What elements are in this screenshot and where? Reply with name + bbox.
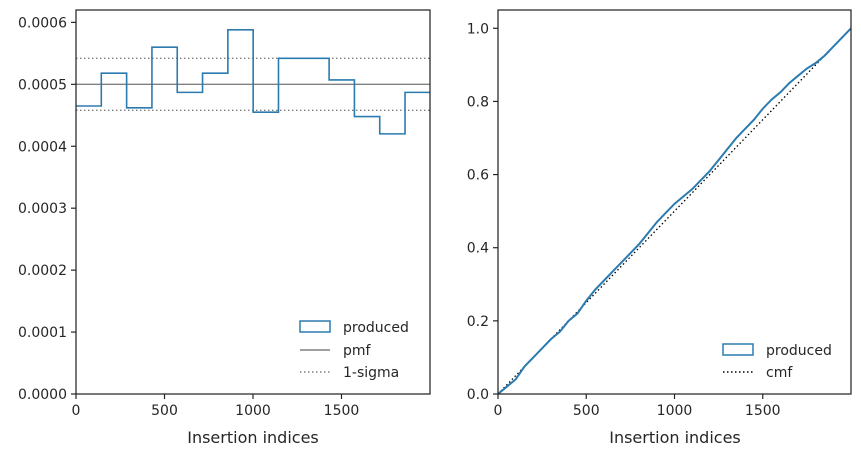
right-plot-area [497,27,852,395]
x-tick-label: 1000 [657,403,693,419]
x-tick-label: 1000 [235,403,271,419]
legend-produced-label: produced [766,343,832,359]
x-tick-label: 1500 [745,403,781,419]
produced-line [497,27,852,395]
left-ticks: 0 500 1000 1500 0.0000 0.0001 0.0002 0.0003 0.00… [18,15,359,419]
x-tick-label: 500 [151,403,178,419]
legend-cmf-label: cmf [766,365,793,381]
x-tick-label: 1500 [324,403,360,419]
left-chart: 0 500 1000 1500 0.0000 0.0001 0.0002 0.0003 0.00… [18,9,431,447]
y-tick-label: 0.0 [467,387,489,403]
left-legend: produced pmf 1-sigma [299,320,409,381]
right-chart: 0 500 1000 1500 0.0 0.2 0.4 0.6 0.8 1.0 Insertion… [467,9,852,447]
produced-step-line [76,29,430,135]
right-xlabel: Insertion indices [609,428,741,447]
y-tick-label: 0.0006 [18,15,67,31]
y-tick-label: 0.0001 [18,325,67,341]
x-tick-label: 0 [494,403,503,419]
y-tick-label: 1.0 [467,21,489,37]
right-ticks: 0 500 1000 1500 0.0 0.2 0.4 0.6 0.8 1.0 [467,21,781,419]
left-xlabel: Insertion indices [187,428,319,447]
legend-sigma-label: 1-sigma [343,365,399,381]
right-legend: produced cmf [722,343,832,381]
legend-produced-label: produced [343,320,409,336]
y-tick-label: 0.0005 [18,77,67,93]
legend-produced-swatch [722,343,754,356]
y-tick-label: 0.6 [467,168,489,184]
x-tick-label: 500 [573,403,600,419]
y-tick-label: 0.2 [467,314,489,330]
right-axes-frame [497,9,852,395]
y-tick-label: 0.0004 [18,139,67,155]
y-tick-label: 0.4 [467,241,489,257]
y-tick-label: 0.8 [467,94,489,110]
y-tick-label: 0.0002 [18,263,67,279]
y-tick-label: 0.0000 [18,387,67,403]
x-tick-label: 0 [72,403,81,419]
legend-produced-swatch [299,320,331,333]
left-plot-area [76,29,430,135]
y-tick-label: 0.0003 [18,201,67,217]
legend-pmf-label: pmf [343,343,372,359]
